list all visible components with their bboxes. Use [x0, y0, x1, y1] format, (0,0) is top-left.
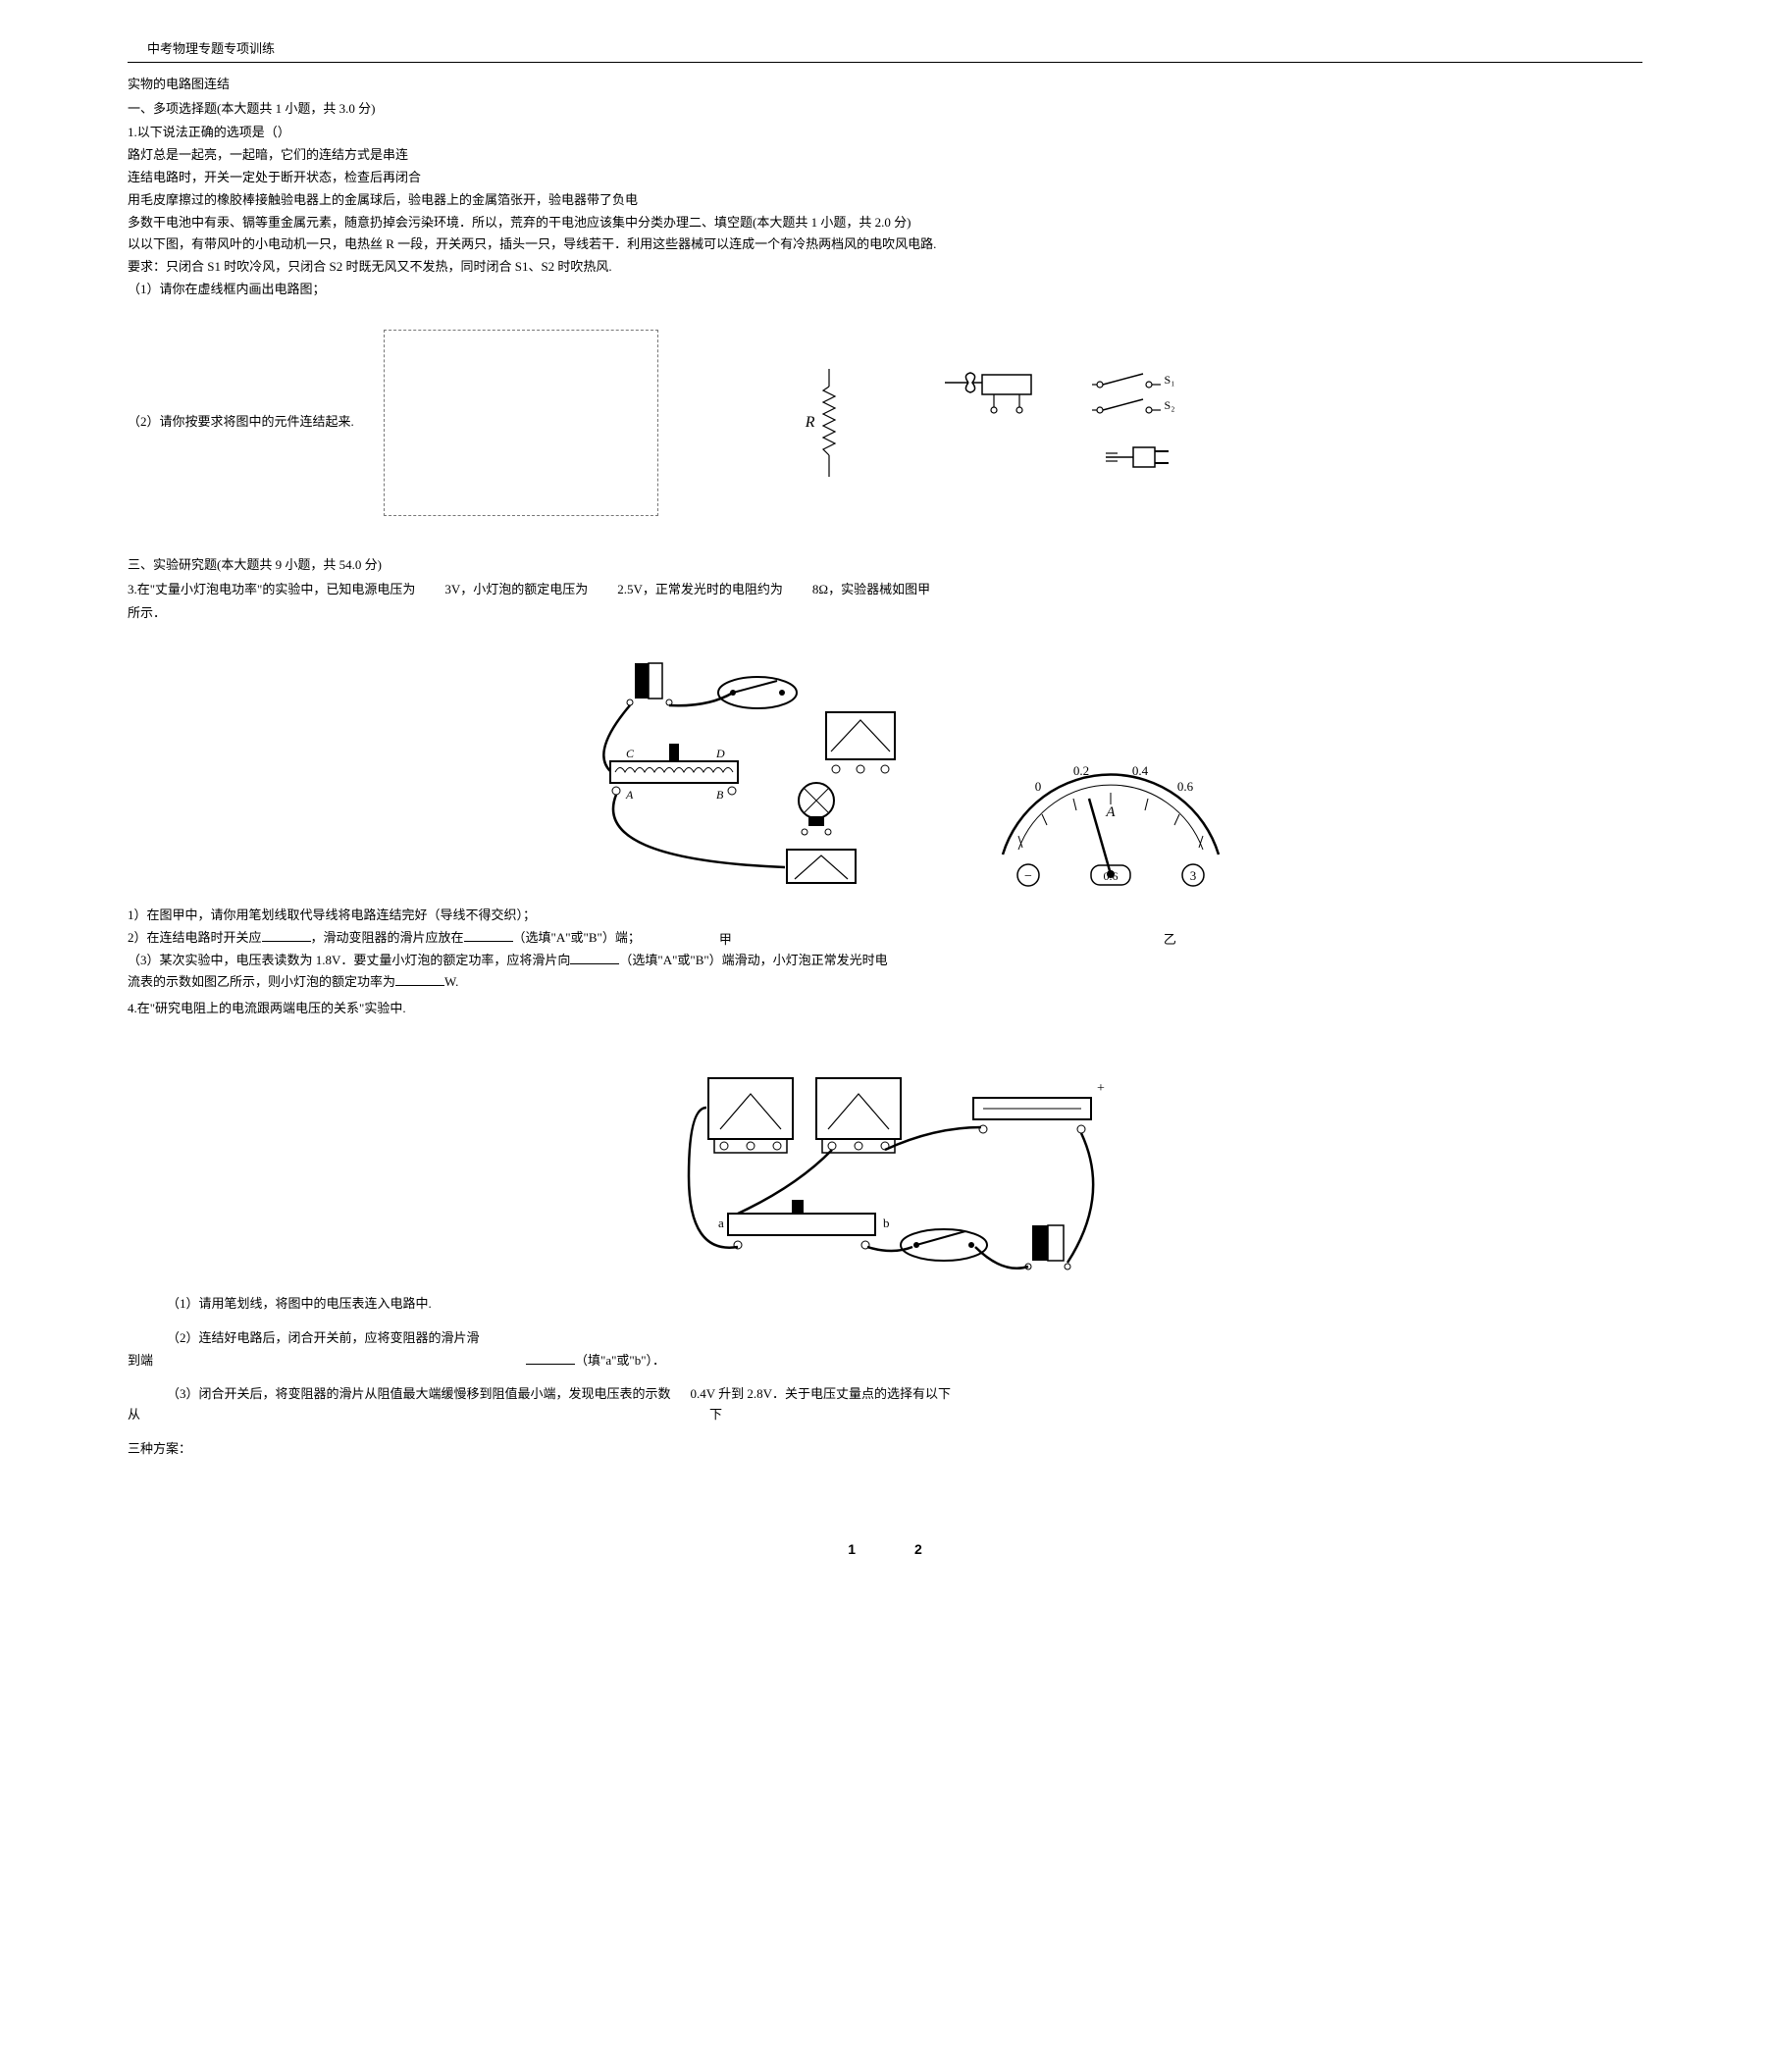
switch-stack: S₁ S₂ [1092, 371, 1175, 416]
q3-task3b: （选填"A"或"B"）端滑动，小灯泡正常发光时电 [619, 953, 887, 967]
svg-text:0: 0 [1035, 779, 1042, 794]
q4-sub2-row: 到端 （填"a"或"b"）． [128, 1351, 1642, 1372]
q2-line1: 以以下图，有带风叶的小电动机一只，电热丝 R 一段，开关两只，插头一只，导线若干… [128, 234, 1642, 255]
q4-sub2-to: 到端 [128, 1351, 153, 1372]
q4-sub2a: （2）连结好电路后，闭合开关前，应将变阻器的滑片滑 [128, 1328, 1642, 1349]
switch-icon [1092, 371, 1161, 390]
q4-circuit-icon: + a b [650, 1059, 1120, 1284]
q3-seg4: 8Ω，实验器械如图甲 [812, 580, 930, 600]
switch-s2: S₂ [1092, 396, 1175, 416]
q4-sub3a: （3）闭合开关后，将变阻器的滑片从阻值最大端缓慢移到阻值最小端，发现电压表的示数 [128, 1384, 671, 1405]
q3-tasks: 1）在图甲中，请你用笔划线取代导线将电路连结完好（导线不得交织）； 2）在连结电… [128, 906, 1642, 993]
q1-option-d-and-section2: 多数干电池中有汞、镉等重金属元素，随意扔掉会污染环境．所以，荒弃的干电池应该集中… [128, 213, 1642, 233]
svg-text:b: b [883, 1216, 890, 1230]
q3-stem-row: 3.在"丈量小灯泡电功率"的实验中，已知电源电压为 3V，小灯泡的额定电压为 2… [128, 580, 1642, 600]
ammeter-yi-wrap: 0 0.2 0.4 0.6 A − 0.6 3 [983, 722, 1238, 896]
circuit-jia-wrap: C P D A B [532, 653, 924, 896]
motor-and-switches-row: S₁ S₂ [945, 371, 1175, 430]
page-header: 中考物理专题专项训练 [128, 39, 1642, 63]
q3-task2a: 2）在连结电路时开关应 [128, 930, 262, 945]
q1-option-b: 连结电路时，开关一定处于断开状态，检查后再闭合 [128, 168, 1642, 188]
blank-input[interactable] [526, 1364, 575, 1365]
svg-text:a: a [718, 1216, 724, 1230]
q3-task3-line1: （3）某次实验中，电压表读数为 1.8V．要丈量小灯泡的额定功率，应将滑片向 （选… [128, 951, 1642, 971]
document-content: 实物的电路图连结 一、多项选择题(本大题共 1 小题，共 3.0 分) 1.以下… [128, 75, 1642, 1560]
doc-title: 实物的电路图连结 [128, 75, 1642, 95]
svg-text:A: A [625, 788, 634, 802]
components-column: S₁ S₂ [945, 371, 1175, 475]
q3-seg3: 2.5V，正常发光时的电阻约为 [617, 580, 783, 600]
motor-fan-icon [945, 371, 1053, 430]
resistor-label: R [806, 410, 815, 436]
svg-text:0.6: 0.6 [1104, 869, 1119, 883]
plug-icon [1106, 440, 1174, 475]
q3-seg5: 所示． [128, 603, 1642, 624]
q4-sub1: （1）请用笔划线，将图中的电压表连入电路中. [128, 1294, 1642, 1315]
q4-sub3: （3）闭合开关后，将变阻器的滑片从阻值最大端缓慢移到阻值最小端，发现电压表的示数… [128, 1384, 1642, 1425]
q4-block: 4.在"研究电阻上的电流跟两端电压的关系"实验中. [128, 999, 1642, 1460]
q2-figure-row: （2）请你按要求将图中的元件连结起来. R [128, 330, 1642, 516]
blank-input[interactable] [464, 941, 513, 942]
svg-text:0.4: 0.4 [1132, 763, 1149, 778]
q4-sub3-from: 从 [128, 1405, 140, 1425]
svg-text:C: C [626, 747, 635, 760]
plug-row [945, 440, 1175, 475]
q2-line2: 要求：只闭合 S1 时吹冷风，只闭合 S2 时既无风又不发热，同时闭合 S1、S… [128, 257, 1642, 278]
q2-sub1: （1）请你在虚线框内画出电路图； [128, 280, 1642, 300]
switch-icon [1092, 396, 1161, 416]
q4-sub3-row1: （3）闭合开关后，将变阻器的滑片从阻值最大端缓慢移到阻值最小端，发现电压表的示数… [128, 1384, 1642, 1405]
q4-sub2: （2）连结好电路后，闭合开关前，应将变阻器的滑片滑 到端 （填"a"或"b"）． [128, 1328, 1642, 1372]
page-num-2: 2 [914, 1538, 922, 1560]
resistor-coil-icon [821, 369, 837, 477]
q3-task2b: ，滑动变阻器的滑片应放在 [311, 930, 464, 945]
q4-heading: 4.在"研究电阻上的电流跟两端电压的关系"实验中. [128, 999, 1642, 1019]
resistor-component: R [806, 369, 837, 477]
svg-text:D: D [715, 747, 725, 760]
fig-label-jia: 甲 [719, 930, 732, 951]
section-1-heading: 一、多项选择题(本大题共 1 小题，共 3.0 分) [128, 99, 1642, 120]
svg-text:A: A [1105, 804, 1116, 820]
q4-sub3b: 0.4V 升到 2.8V．关于电压丈量点的选择有以下 [691, 1384, 952, 1405]
q3-task2c: （选填"A"或"B"）端； [513, 930, 641, 945]
q3-task3d: W. [444, 974, 458, 989]
blank-input[interactable] [395, 985, 444, 986]
q4-figure-wrap: + a b [128, 1059, 1642, 1284]
section-3-heading: 三、实验研究题(本大题共 9 小题，共 54.0 分) [128, 555, 1642, 576]
q3-task3-line2: 流表的示数如图乙所示，则小灯泡的额定功率为 W. [128, 972, 1642, 993]
q3-seg2: 3V，小灯泡的额定电压为 [444, 580, 588, 600]
dashed-drawing-box [384, 330, 658, 516]
q3-task2: 2）在连结电路时开关应 ，滑动变阻器的滑片应放在 （选填"A"或"B"）端； [128, 928, 641, 949]
svg-text:3: 3 [1190, 868, 1197, 883]
q1-option-a: 路灯总是一起亮，一起暗，它们的连结方式是串连 [128, 145, 1642, 166]
circuit-jia-icon: C P D A B [532, 653, 924, 889]
svg-text:B: B [716, 788, 724, 802]
q4-sub2b: （填"a"或"b"）． [575, 1351, 665, 1372]
ammeter-dial-icon: 0 0.2 0.4 0.6 A − 0.6 3 [983, 722, 1238, 889]
q4-sub3-row2: 从 下 [128, 1405, 1642, 1425]
svg-text:+: + [1097, 1081, 1105, 1096]
svg-text:0.6: 0.6 [1177, 779, 1194, 794]
q3-task3c: 流表的示数如图乙所示，则小灯泡的额定功率为 [128, 974, 395, 989]
svg-text:0.2: 0.2 [1073, 763, 1089, 778]
blank-input[interactable] [262, 941, 311, 942]
page-num-1: 1 [848, 1538, 856, 1560]
q3-seg1: 3.在"丈量小灯泡电功率"的实验中，已知电源电压为 [128, 580, 415, 600]
q1-option-c: 用毛皮摩擦过的橡胶棒接触验电器上的金属球后，验电器上的金属箔张开，验电器带了负电 [128, 190, 1642, 211]
q3-task1: 1）在图甲中，请你用笔划线取代导线将电路连结完好（导线不得交织）； [128, 906, 1642, 926]
q3-figure-row: C P D A B [128, 653, 1642, 896]
switch-s2-label: S₂ [1165, 396, 1175, 415]
q3-task2-row: 2）在连结电路时开关应 ，滑动变阻器的滑片应放在 （选填"A"或"B"）端； 甲 乙 [128, 928, 1642, 951]
svg-text:−: − [1024, 869, 1032, 884]
switch-s1: S₁ [1092, 371, 1175, 390]
switch-s1-label: S₁ [1165, 371, 1175, 389]
page-numbers: 1 2 [128, 1538, 1642, 1560]
blank-input[interactable] [570, 963, 619, 964]
q3-task3a: （3）某次实验中，电压表读数为 1.8V．要丈量小灯泡的额定功率，应将滑片向 [128, 953, 570, 967]
q4-sub3c: 三种方案： [128, 1439, 1642, 1460]
q2-sub2: （2）请你按要求将图中的元件连结起来. [128, 412, 354, 433]
q4-sub3-xia: 下 [709, 1405, 722, 1425]
q1-stem: 1.以下说法正确的选项是（） [128, 123, 1642, 143]
fig-label-yi: 乙 [1164, 930, 1176, 951]
